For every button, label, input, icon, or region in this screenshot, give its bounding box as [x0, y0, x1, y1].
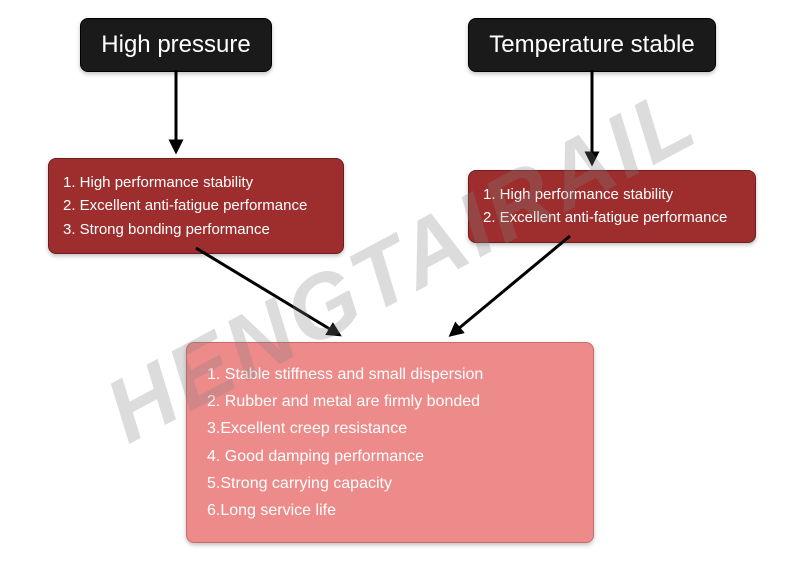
list-item: 2. Rubber and metal are firmly bonded: [207, 388, 573, 415]
header-label: High pressure: [101, 31, 250, 58]
list-item: 5.Strong carrying capacity: [207, 470, 573, 497]
header-label: Temperature stable: [489, 31, 694, 58]
list-item: 1. High performance stability: [483, 183, 741, 206]
list-item: 4. Good damping performance: [207, 443, 573, 470]
list-item: 1. High performance stability: [63, 171, 329, 194]
header-node-temperature-stable: Temperature stable: [468, 18, 716, 72]
mid-node-left: 1. High performance stability 2. Excelle…: [48, 158, 344, 254]
list-item: 2. Excellent anti-fatigue performance: [63, 194, 329, 217]
mid-node-right: 1. High performance stability 2. Excelle…: [468, 170, 756, 243]
list-item: 3. Strong bonding performance: [63, 218, 329, 241]
list-item: 6.Long service life: [207, 497, 573, 524]
edge-arrow: [452, 236, 570, 334]
edge-arrow: [196, 248, 338, 334]
list-item: 2. Excellent anti-fatigue performance: [483, 206, 741, 229]
header-node-high-pressure: High pressure: [80, 18, 272, 72]
list-item: 3.Excellent creep resistance: [207, 415, 573, 442]
result-node: 1. Stable stiffness and small dispersion…: [186, 342, 594, 543]
list-item: 1. Stable stiffness and small dispersion: [207, 361, 573, 388]
